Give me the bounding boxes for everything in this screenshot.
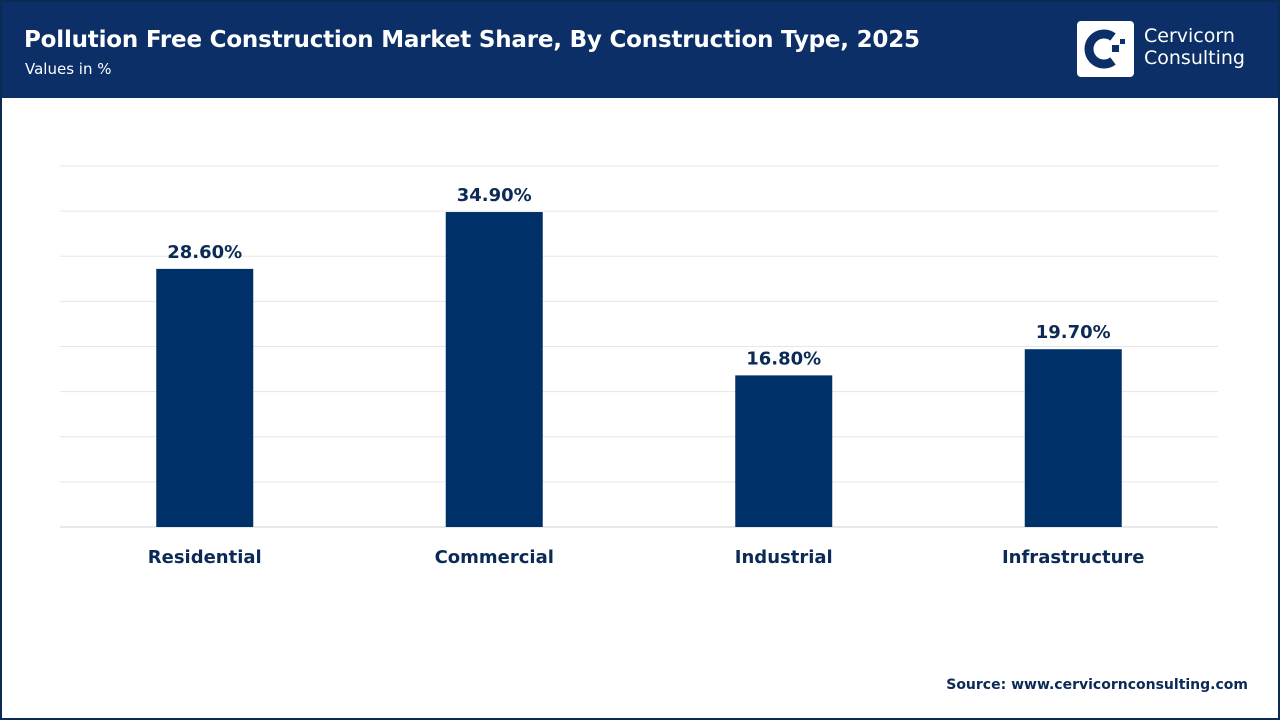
header-banner: Pollution Free Construction Market Share…	[0, 0, 1280, 98]
cervicorn-logo: Cervicorn Consulting	[1077, 20, 1257, 78]
logo-text-line2: Consulting	[1144, 47, 1245, 69]
x-tick-label: Residential	[148, 547, 262, 568]
bar-commercial	[445, 212, 543, 527]
data-label: 28.60%	[167, 242, 242, 263]
x-tick-label: Infrastructure	[1002, 547, 1145, 568]
chart-subtitle: Values in %	[25, 60, 112, 78]
bar-industrial	[735, 375, 833, 527]
data-label: 19.70%	[1036, 322, 1111, 343]
source-note: Source: www.cervicornconsulting.com	[946, 677, 1248, 693]
data-label: 16.80%	[746, 348, 821, 369]
x-tick-label: Commercial	[435, 547, 554, 568]
logo-mark-icon	[1077, 21, 1134, 77]
bar-residential	[156, 268, 254, 527]
bar-infrastructure	[1024, 349, 1122, 527]
logo-text-line1: Cervicorn	[1144, 25, 1235, 47]
chart-title: Pollution Free Construction Market Share…	[24, 27, 920, 53]
x-tick-label: Industrial	[735, 547, 833, 568]
data-label: 34.90%	[457, 185, 532, 206]
